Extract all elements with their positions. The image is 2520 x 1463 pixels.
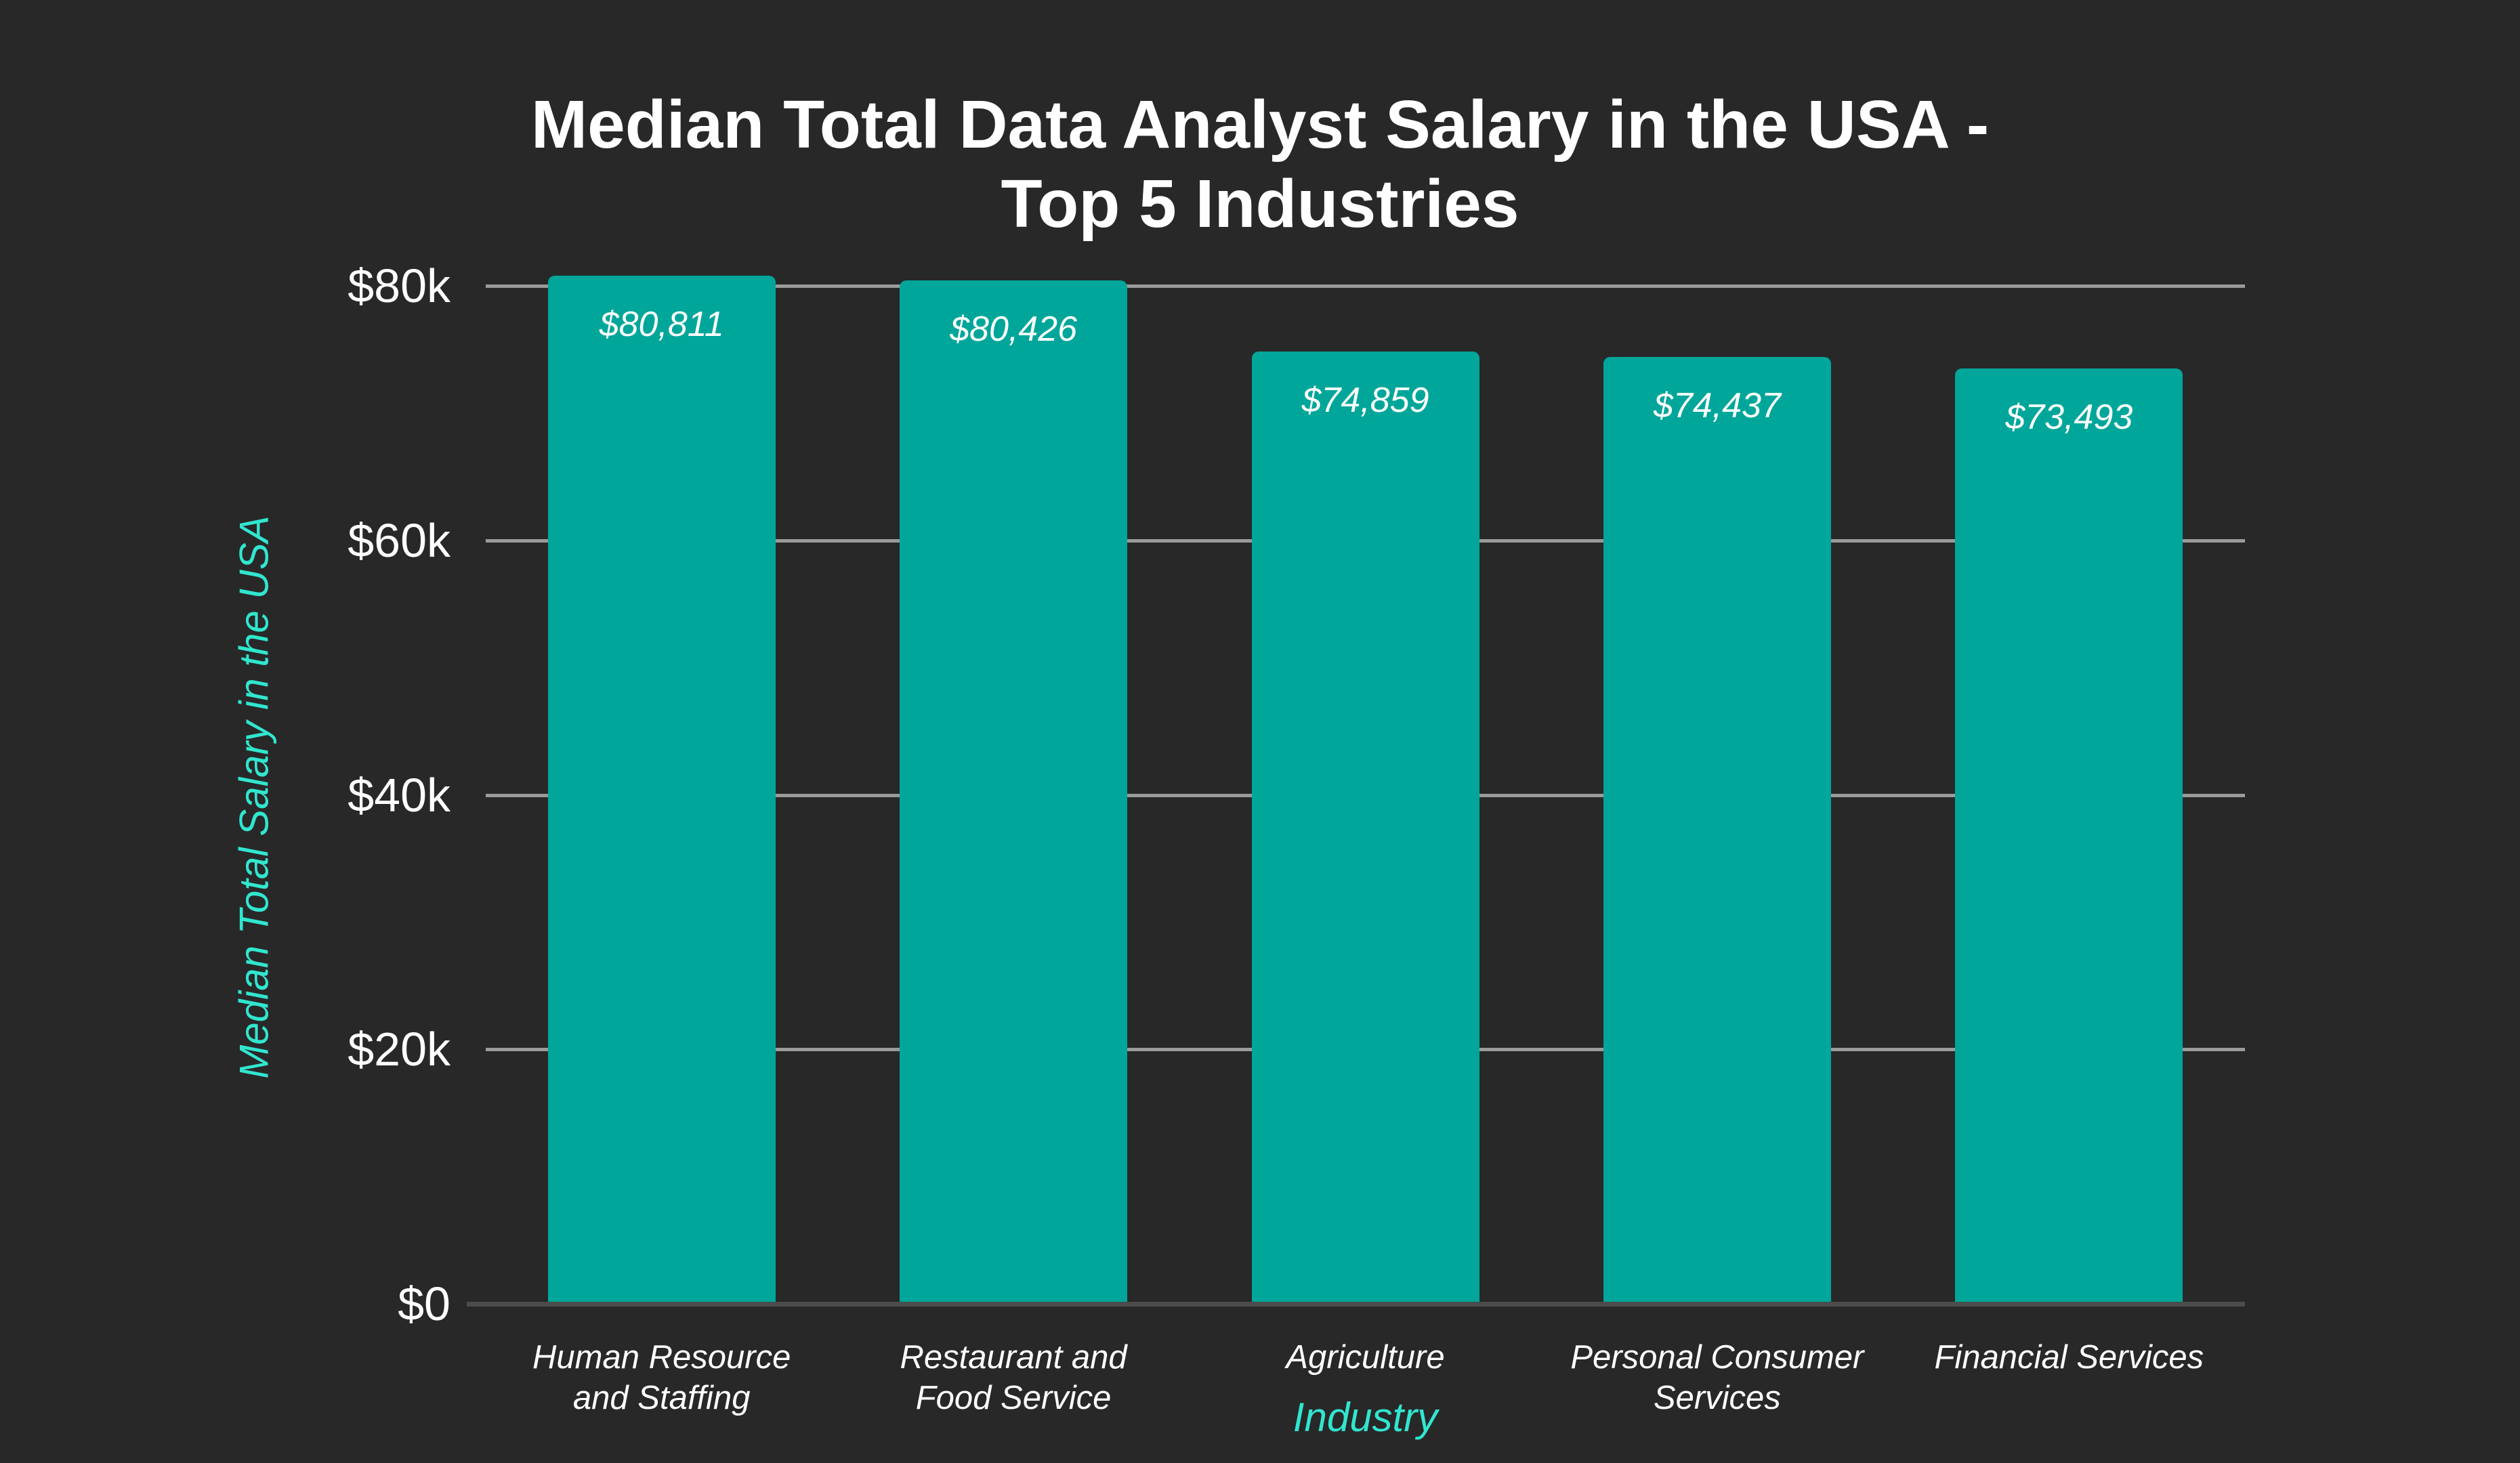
bar-value-label: $73,493 <box>2005 398 2133 438</box>
x-category-label: Agriculture <box>1190 1338 1541 1378</box>
x-category-label-text: Restaurant and Food Service <box>900 1339 1127 1416</box>
x-category-label-text: Agriculture <box>1286 1339 1445 1376</box>
chart-title-line-2: Top 5 Industries <box>1001 166 1519 242</box>
y-tick-label: $80k <box>348 259 450 312</box>
x-category-label-text: Human Resource and Staffing <box>532 1339 791 1416</box>
bar: $73,493 <box>1955 368 2183 1304</box>
x-category-label: Human Resource and Staffing <box>486 1338 837 1419</box>
bar-value-label: $80,811 <box>599 304 724 344</box>
chart-title-line-1: Median Total Data Analyst Salary in the … <box>530 87 1990 163</box>
bar: $80,426 <box>900 280 1128 1304</box>
x-category-label-text: Financial Services <box>1934 1339 2204 1376</box>
x-axis-baseline <box>467 1302 2245 1307</box>
x-category-label: Personal Consumer Services <box>1541 1338 1893 1419</box>
y-tick-label: $0 <box>398 1277 450 1330</box>
bar-value-label: $80,426 <box>950 310 1078 349</box>
bar: $80,811 <box>547 275 776 1304</box>
y-tick-label: $40k <box>348 768 450 822</box>
x-category-label: Restaurant and Food Service <box>837 1338 1189 1419</box>
bar: $74,859 <box>1251 351 1479 1304</box>
chart-title: Median Total Data Analyst Salary in the … <box>0 85 2520 244</box>
x-axis-title: Industry <box>1293 1395 1438 1440</box>
y-axis-title: Median Total Salary in the USA <box>231 515 277 1079</box>
x-category-label-text: Personal Consumer Services <box>1570 1339 1864 1416</box>
gridline <box>486 284 2245 288</box>
y-tick-label: $20k <box>348 1023 450 1076</box>
bar-value-label: $74,437 <box>1653 385 1781 425</box>
x-category-label: Financial Services <box>1893 1338 2245 1378</box>
bar: $74,437 <box>1603 356 1831 1304</box>
bar-value-label: $74,859 <box>1301 380 1429 420</box>
plot-area: $0 $20k $40k $60k $80k $80,811 Human Resource … <box>348 262 2245 1416</box>
y-tick-label: $60k <box>348 513 450 567</box>
